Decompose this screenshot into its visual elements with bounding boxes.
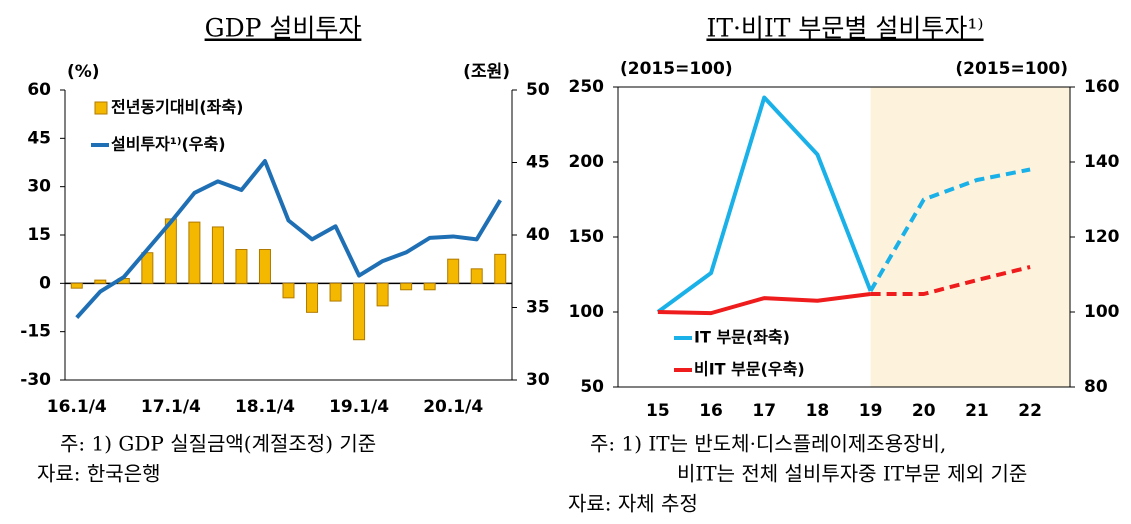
line-actual xyxy=(657,292,871,316)
chart-title: IT·비IT 부문별 설비투자¹⁾ xyxy=(706,14,983,43)
y-tick-label: 30 xyxy=(27,177,51,197)
bar xyxy=(447,258,460,284)
x-tick-label: 16.1/4 xyxy=(47,397,107,417)
y2-axis-label: (조원) xyxy=(463,62,510,82)
bar xyxy=(70,282,83,289)
x-tick-label: 16 xyxy=(699,401,723,421)
y-tick-label: 200 xyxy=(569,152,605,172)
legend-label: 비IT 부문(우축) xyxy=(694,360,805,379)
x-tick-label: 17 xyxy=(752,401,776,421)
note: 주: 1) GDP 실질금액(계절조정) 기준 xyxy=(60,432,376,456)
y-axis-label: (%) xyxy=(67,62,100,82)
bar xyxy=(94,279,107,284)
y-tick-label: 100 xyxy=(569,302,605,322)
y-tick-label: 0 xyxy=(39,273,51,293)
y-tick-label: 50 xyxy=(580,377,604,397)
line-forecast xyxy=(868,167,1031,293)
y-tick-label: 15 xyxy=(27,225,51,245)
x-tick-label: 17.1/4 xyxy=(141,397,201,417)
y2-tick-label: 140 xyxy=(1084,152,1120,172)
y2-tick-label: 160 xyxy=(1084,77,1120,97)
note: 비IT는 전체 설비투자중 IT부문 제외 기준 xyxy=(677,462,1027,486)
x-tick-label: 19 xyxy=(859,401,883,421)
y-tick-label: 150 xyxy=(569,227,605,247)
bar xyxy=(141,252,154,284)
line-forecast xyxy=(870,265,1031,296)
legend-swatch xyxy=(94,101,108,115)
y-tick-label: -15 xyxy=(20,322,51,342)
line-actual xyxy=(656,95,873,314)
forecast-shade xyxy=(870,87,1070,387)
x-tick-label: 22 xyxy=(1018,401,1042,421)
bar xyxy=(258,249,271,284)
bar xyxy=(376,282,389,307)
bar xyxy=(423,282,436,291)
bar xyxy=(329,282,342,302)
bar xyxy=(282,282,295,299)
y-tick-label: 45 xyxy=(27,128,51,148)
y2-tick-label: 30 xyxy=(526,370,550,390)
y2-tick-label: 40 xyxy=(526,225,550,245)
y2-tick-label: 50 xyxy=(526,80,550,100)
bar xyxy=(188,221,201,284)
y2-tick-label: 100 xyxy=(1084,302,1120,322)
y2-tick-label: 35 xyxy=(526,298,550,318)
y-tick-label: -30 xyxy=(20,370,51,390)
legend-label: 설비투자¹⁾(우축) xyxy=(111,135,226,154)
x-tick-label: 21 xyxy=(965,401,989,421)
bar xyxy=(470,268,483,284)
x-tick-label: 19.1/4 xyxy=(329,397,389,417)
legend-label: IT 부문(좌축) xyxy=(694,328,790,347)
x-tick-label: 20.1/4 xyxy=(423,397,483,417)
legend-label: 전년동기대비(좌축) xyxy=(111,98,243,117)
y-tick-label: 60 xyxy=(27,80,51,100)
x-tick-label: 20 xyxy=(912,401,936,421)
note: 자료: 한국은행 xyxy=(37,462,161,486)
y-tick-label: 250 xyxy=(569,77,605,97)
x-tick-label: 18.1/4 xyxy=(235,397,295,417)
bar xyxy=(211,226,224,284)
bar xyxy=(306,282,319,313)
bar xyxy=(400,282,413,291)
y-axis-label: (2015=100) xyxy=(620,59,733,79)
note: 주: 1) IT는 반도체·디스플레이제조용장비, xyxy=(590,432,946,456)
bar xyxy=(494,253,507,284)
y2-tick-label: 45 xyxy=(526,153,550,173)
x-tick-label: 15 xyxy=(646,401,670,421)
bar xyxy=(235,249,248,284)
y2-tick-label: 80 xyxy=(1084,377,1108,397)
y2-axis-label: (2015=100) xyxy=(955,59,1068,79)
x-tick-label: 18 xyxy=(806,401,830,421)
bar xyxy=(353,282,366,341)
chart-title: GDP 설비투자 xyxy=(205,14,362,43)
y2-tick-label: 120 xyxy=(1084,227,1120,247)
note: 자료: 자체 추정 xyxy=(568,492,698,516)
line xyxy=(75,159,502,319)
